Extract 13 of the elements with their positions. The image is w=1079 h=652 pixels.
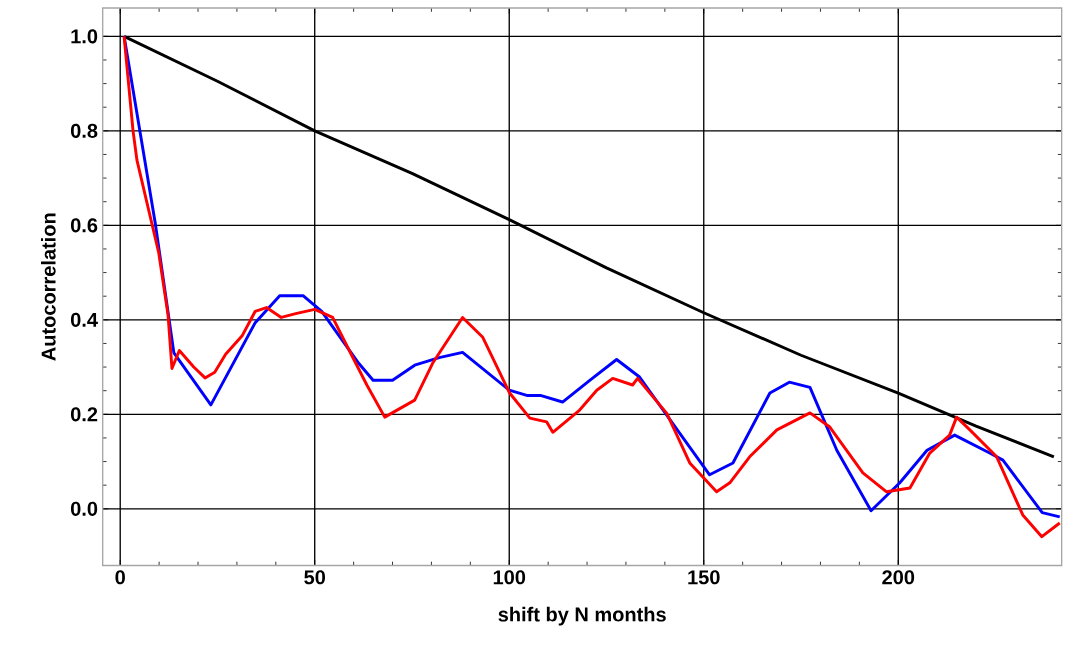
x-tick-label: 100 (493, 570, 526, 585)
y-tick-label: 0.0 (70, 501, 98, 516)
x-tick-label: 200 (882, 570, 915, 585)
x-tick-label: 0 (115, 570, 125, 585)
y-tick-label: 0.2 (70, 407, 98, 422)
x-tick-label: 50 (304, 570, 326, 585)
x-tick-label: 150 (688, 570, 720, 585)
x-axis-title: shift by N months (498, 606, 666, 626)
y-tick-label: 0.8 (70, 123, 98, 138)
y-axis-title: Autocorrelation (41, 213, 56, 361)
y-tick-label: 1.0 (71, 29, 98, 44)
y-tick-label: 0.6 (70, 218, 98, 233)
y-tick-label: 0.4 (70, 312, 98, 327)
